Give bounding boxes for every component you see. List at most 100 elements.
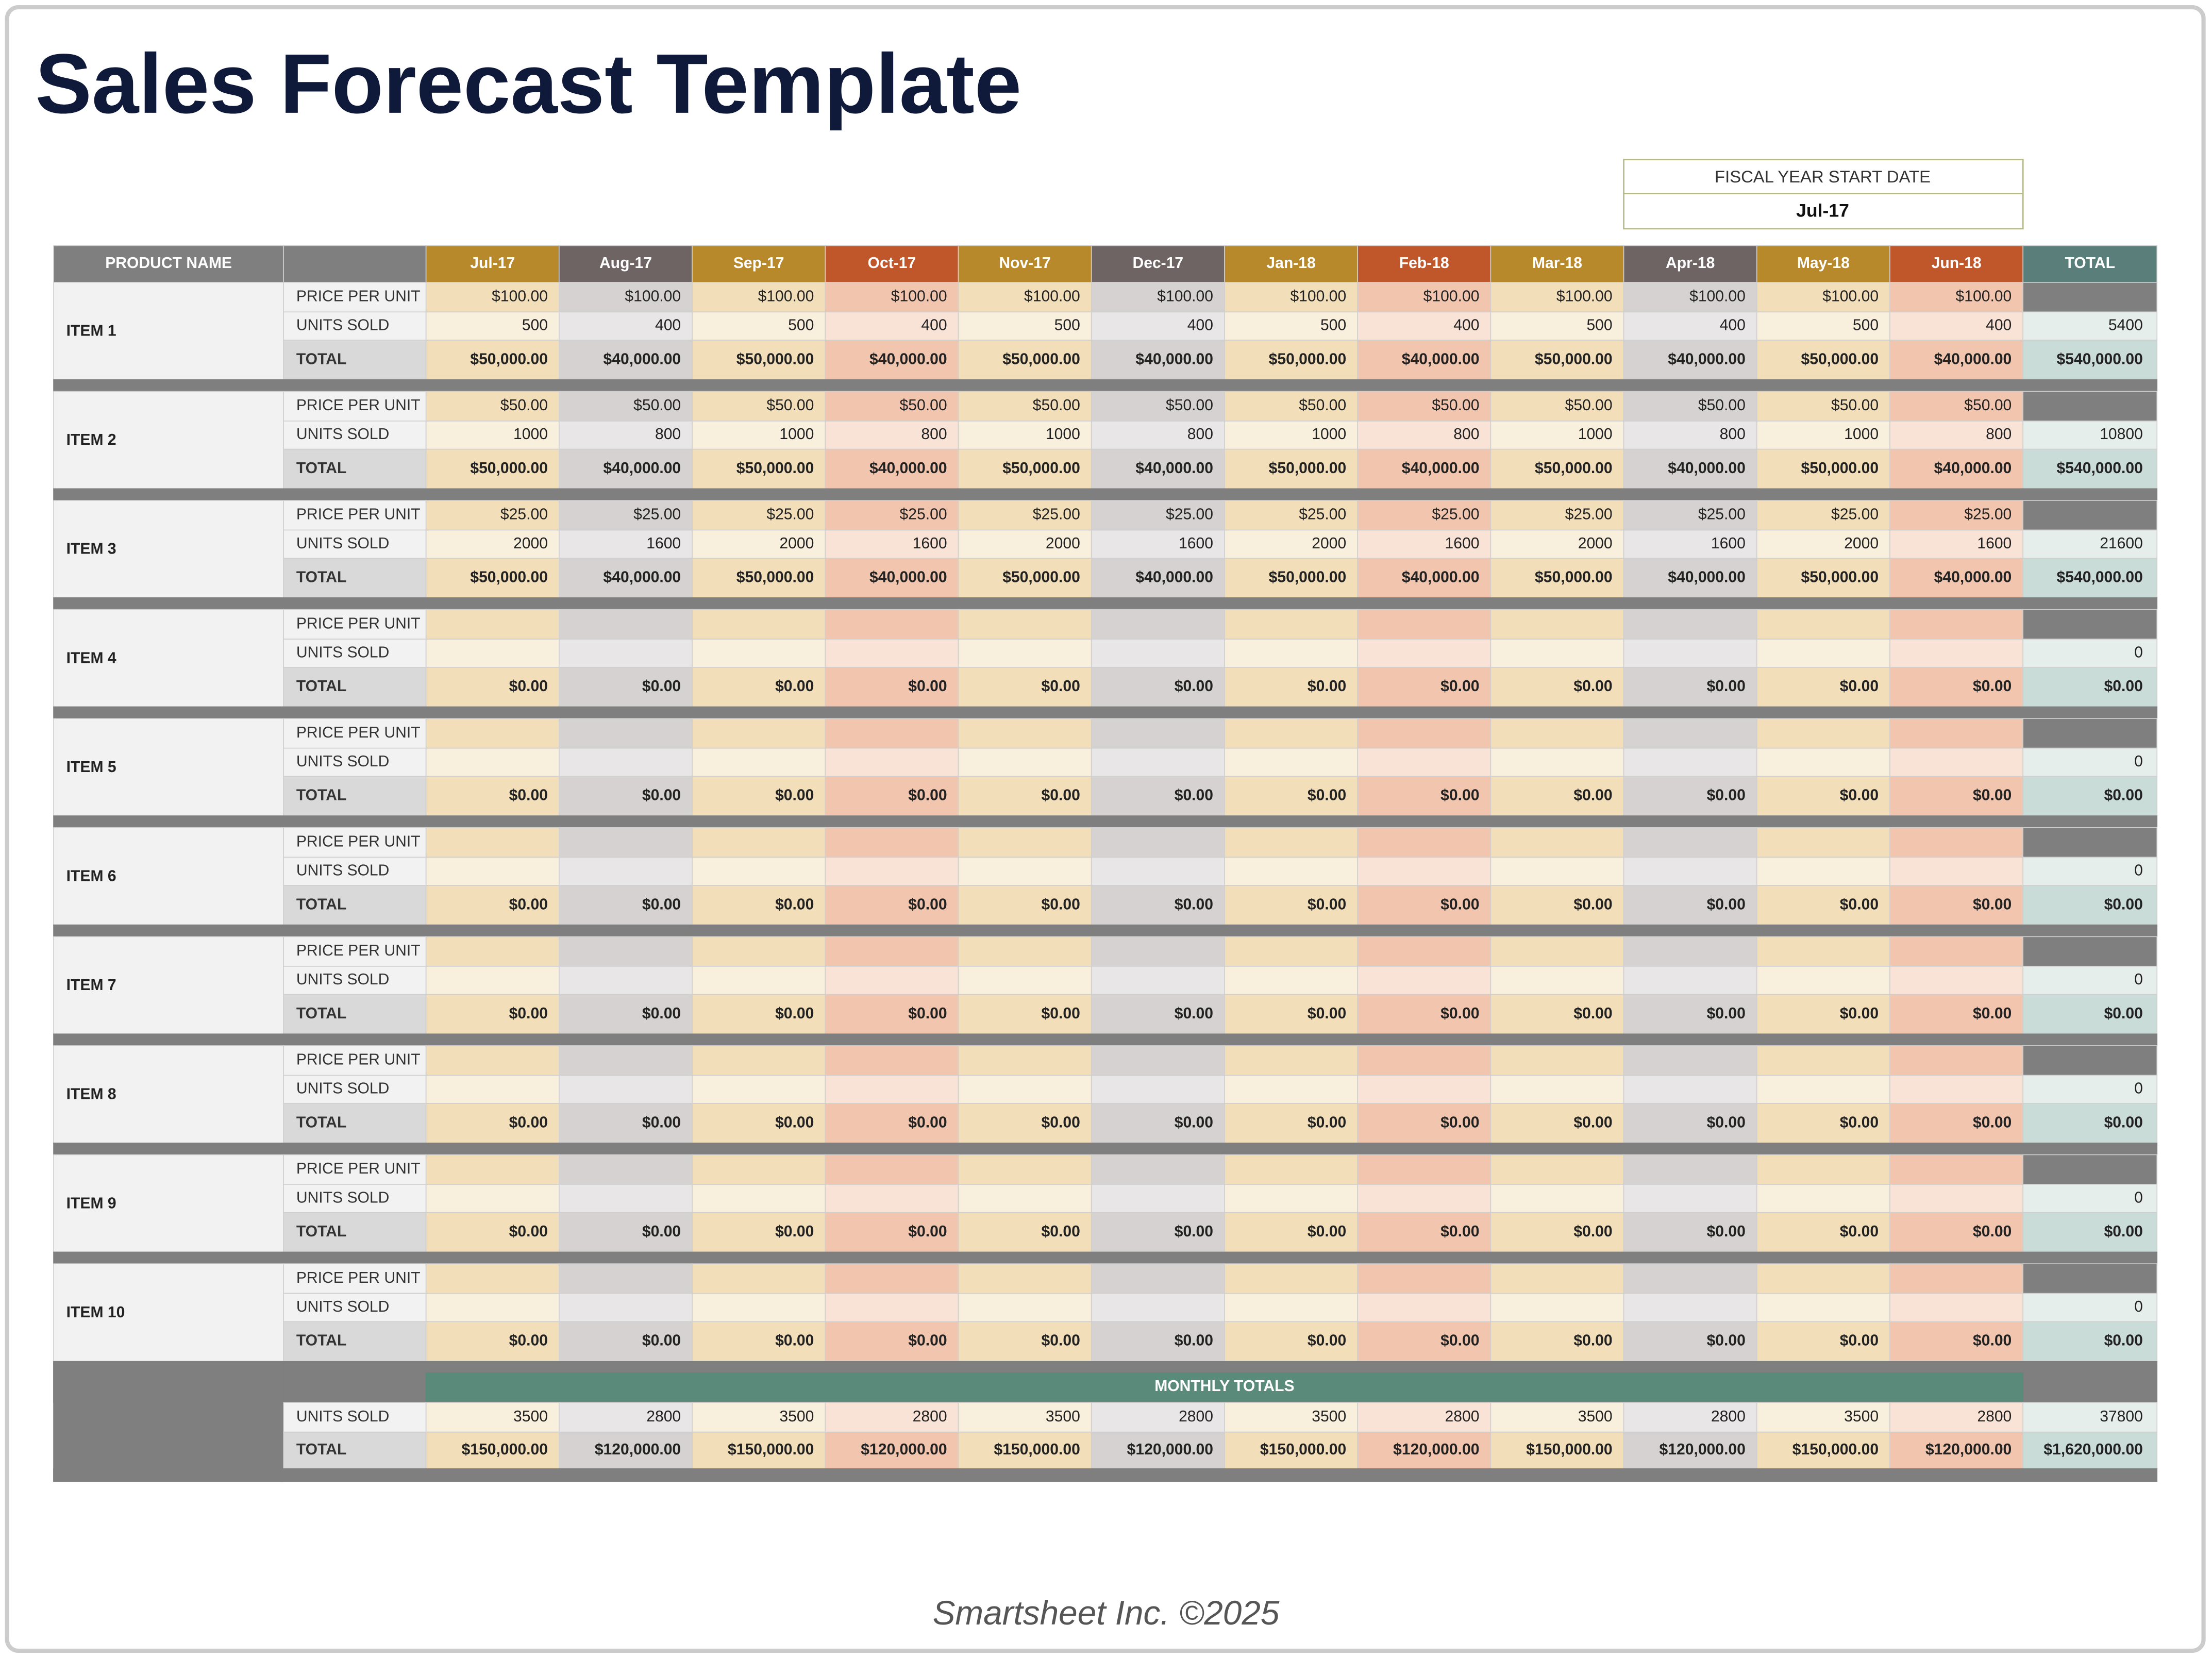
- month-header: [1889, 245, 2024, 283]
- row-label: UNITS SOLD: [296, 426, 390, 443]
- cell-value: $50.00: [1698, 397, 1746, 414]
- value-cell: [825, 747, 959, 777]
- row-label: UNITS SOLD: [296, 753, 390, 770]
- cell-value: $150,000.00: [1526, 1441, 1612, 1458]
- cell-value: $0.00: [1308, 1005, 1346, 1022]
- cell-value: $40,000.00: [1668, 568, 1746, 585]
- product-name: ITEM 6: [66, 868, 116, 885]
- cell-value: $0.00: [642, 678, 681, 695]
- cell-value: $50,000.00: [1535, 568, 1613, 585]
- value-cell: [425, 776, 560, 816]
- row-label-cell: [283, 529, 427, 559]
- value-cell: [1091, 281, 1225, 313]
- value-cell: [1623, 1184, 1757, 1213]
- value-cell: [1889, 1212, 2024, 1253]
- total-cell: [2022, 421, 2158, 450]
- cell-value: 400: [1187, 317, 1213, 334]
- product-name: ITEM 7: [66, 977, 116, 994]
- month-label: Mar-18: [1532, 255, 1582, 272]
- cell-value: 2000: [1312, 535, 1346, 552]
- cell-value: $0.00: [1042, 1223, 1080, 1240]
- cell-value: 800: [1453, 426, 1479, 443]
- value-cell: [1490, 857, 1624, 886]
- cell-value: $50,000.00: [1002, 568, 1080, 585]
- value-cell: [1756, 281, 1890, 313]
- value-cell: [958, 281, 1092, 313]
- units-total: 0: [2134, 753, 2143, 770]
- value-cell: [1889, 776, 2024, 816]
- value-cell: [692, 1293, 826, 1322]
- value-cell: [1756, 966, 1890, 995]
- cell-value: 1000: [513, 426, 548, 443]
- row-label-cell: [283, 421, 427, 450]
- cell-value: $0.00: [908, 1114, 947, 1131]
- cell-value: $0.00: [1175, 1223, 1213, 1240]
- month-label: Feb-18: [1399, 255, 1449, 272]
- value-cell: [1623, 1154, 1757, 1185]
- value-cell: [825, 1263, 959, 1294]
- cell-value: 3500: [779, 1408, 814, 1425]
- row-label-cell: [283, 391, 427, 422]
- value-cell: [559, 1103, 693, 1144]
- cell-value: $50.00: [766, 397, 814, 414]
- row-label: UNITS SOLD: [296, 1408, 390, 1425]
- value-cell: [1889, 1263, 2024, 1294]
- value-cell: [958, 936, 1092, 967]
- month-label: Dec-17: [1132, 255, 1183, 272]
- value-cell: [958, 776, 1092, 816]
- value-cell: [1889, 1103, 2024, 1144]
- cell-value: 800: [1187, 426, 1213, 443]
- cell-value: $0.00: [1175, 1332, 1213, 1349]
- cell-value: $40,000.00: [604, 350, 681, 367]
- cell-value: $0.00: [775, 787, 814, 804]
- value-cell: [825, 666, 959, 708]
- row-label: TOTAL: [296, 1332, 347, 1349]
- cell-value: $0.00: [1973, 1332, 2012, 1349]
- value-cell: [1889, 311, 2024, 341]
- row-label-cell: [283, 966, 427, 995]
- value-cell: [1623, 666, 1757, 708]
- value-cell: [1756, 1154, 1890, 1185]
- value-cell: [1224, 558, 1358, 598]
- row-label: PRICE PER UNIT: [296, 288, 421, 305]
- row-label-cell: [283, 281, 427, 313]
- value-cell: [825, 391, 959, 422]
- row-label: PRICE PER UNIT: [296, 397, 421, 414]
- cell-value: $50,000.00: [1269, 460, 1347, 477]
- total-cell: [2022, 558, 2158, 598]
- cell-value: $0.00: [1573, 787, 1612, 804]
- cell-value: $100.00: [1423, 288, 1480, 305]
- units-total: 10800: [2100, 426, 2143, 443]
- cell-value: 3500: [1046, 1408, 1080, 1425]
- cell-value: $0.00: [1707, 1332, 1746, 1349]
- value-cell: [692, 1184, 826, 1213]
- value-cell: [559, 718, 693, 749]
- total-cell: [2022, 609, 2158, 640]
- value-cell: [559, 1045, 693, 1076]
- value-cell: [1623, 340, 1757, 380]
- value-cell: [1756, 1103, 1890, 1144]
- value-cell: [1889, 1402, 2024, 1433]
- value-cell: [425, 1103, 560, 1144]
- value-cell: [1623, 827, 1757, 858]
- value-cell: [1224, 500, 1358, 531]
- value-cell: [1889, 966, 2024, 995]
- month-header: [1224, 245, 1358, 283]
- cell-value: $0.00: [1573, 1114, 1612, 1131]
- product-name: ITEM 10: [66, 1304, 125, 1321]
- value-cell: [825, 1184, 959, 1213]
- total-cell: [2022, 857, 2158, 886]
- value-cell: [692, 1321, 826, 1362]
- cell-value: 3500: [1578, 1408, 1613, 1425]
- value-cell: [1091, 1103, 1225, 1144]
- total-cell: [2022, 1154, 2158, 1185]
- value-cell: [1889, 529, 2024, 559]
- value-cell: [1623, 1103, 1757, 1144]
- value-cell: [1490, 340, 1624, 380]
- cell-value: 1600: [1711, 535, 1746, 552]
- row-label: PRICE PER UNIT: [296, 615, 421, 632]
- cell-value: $0.00: [509, 1005, 548, 1022]
- cell-value: $0.00: [1308, 787, 1346, 804]
- cell-value: $0.00: [1440, 1223, 1479, 1240]
